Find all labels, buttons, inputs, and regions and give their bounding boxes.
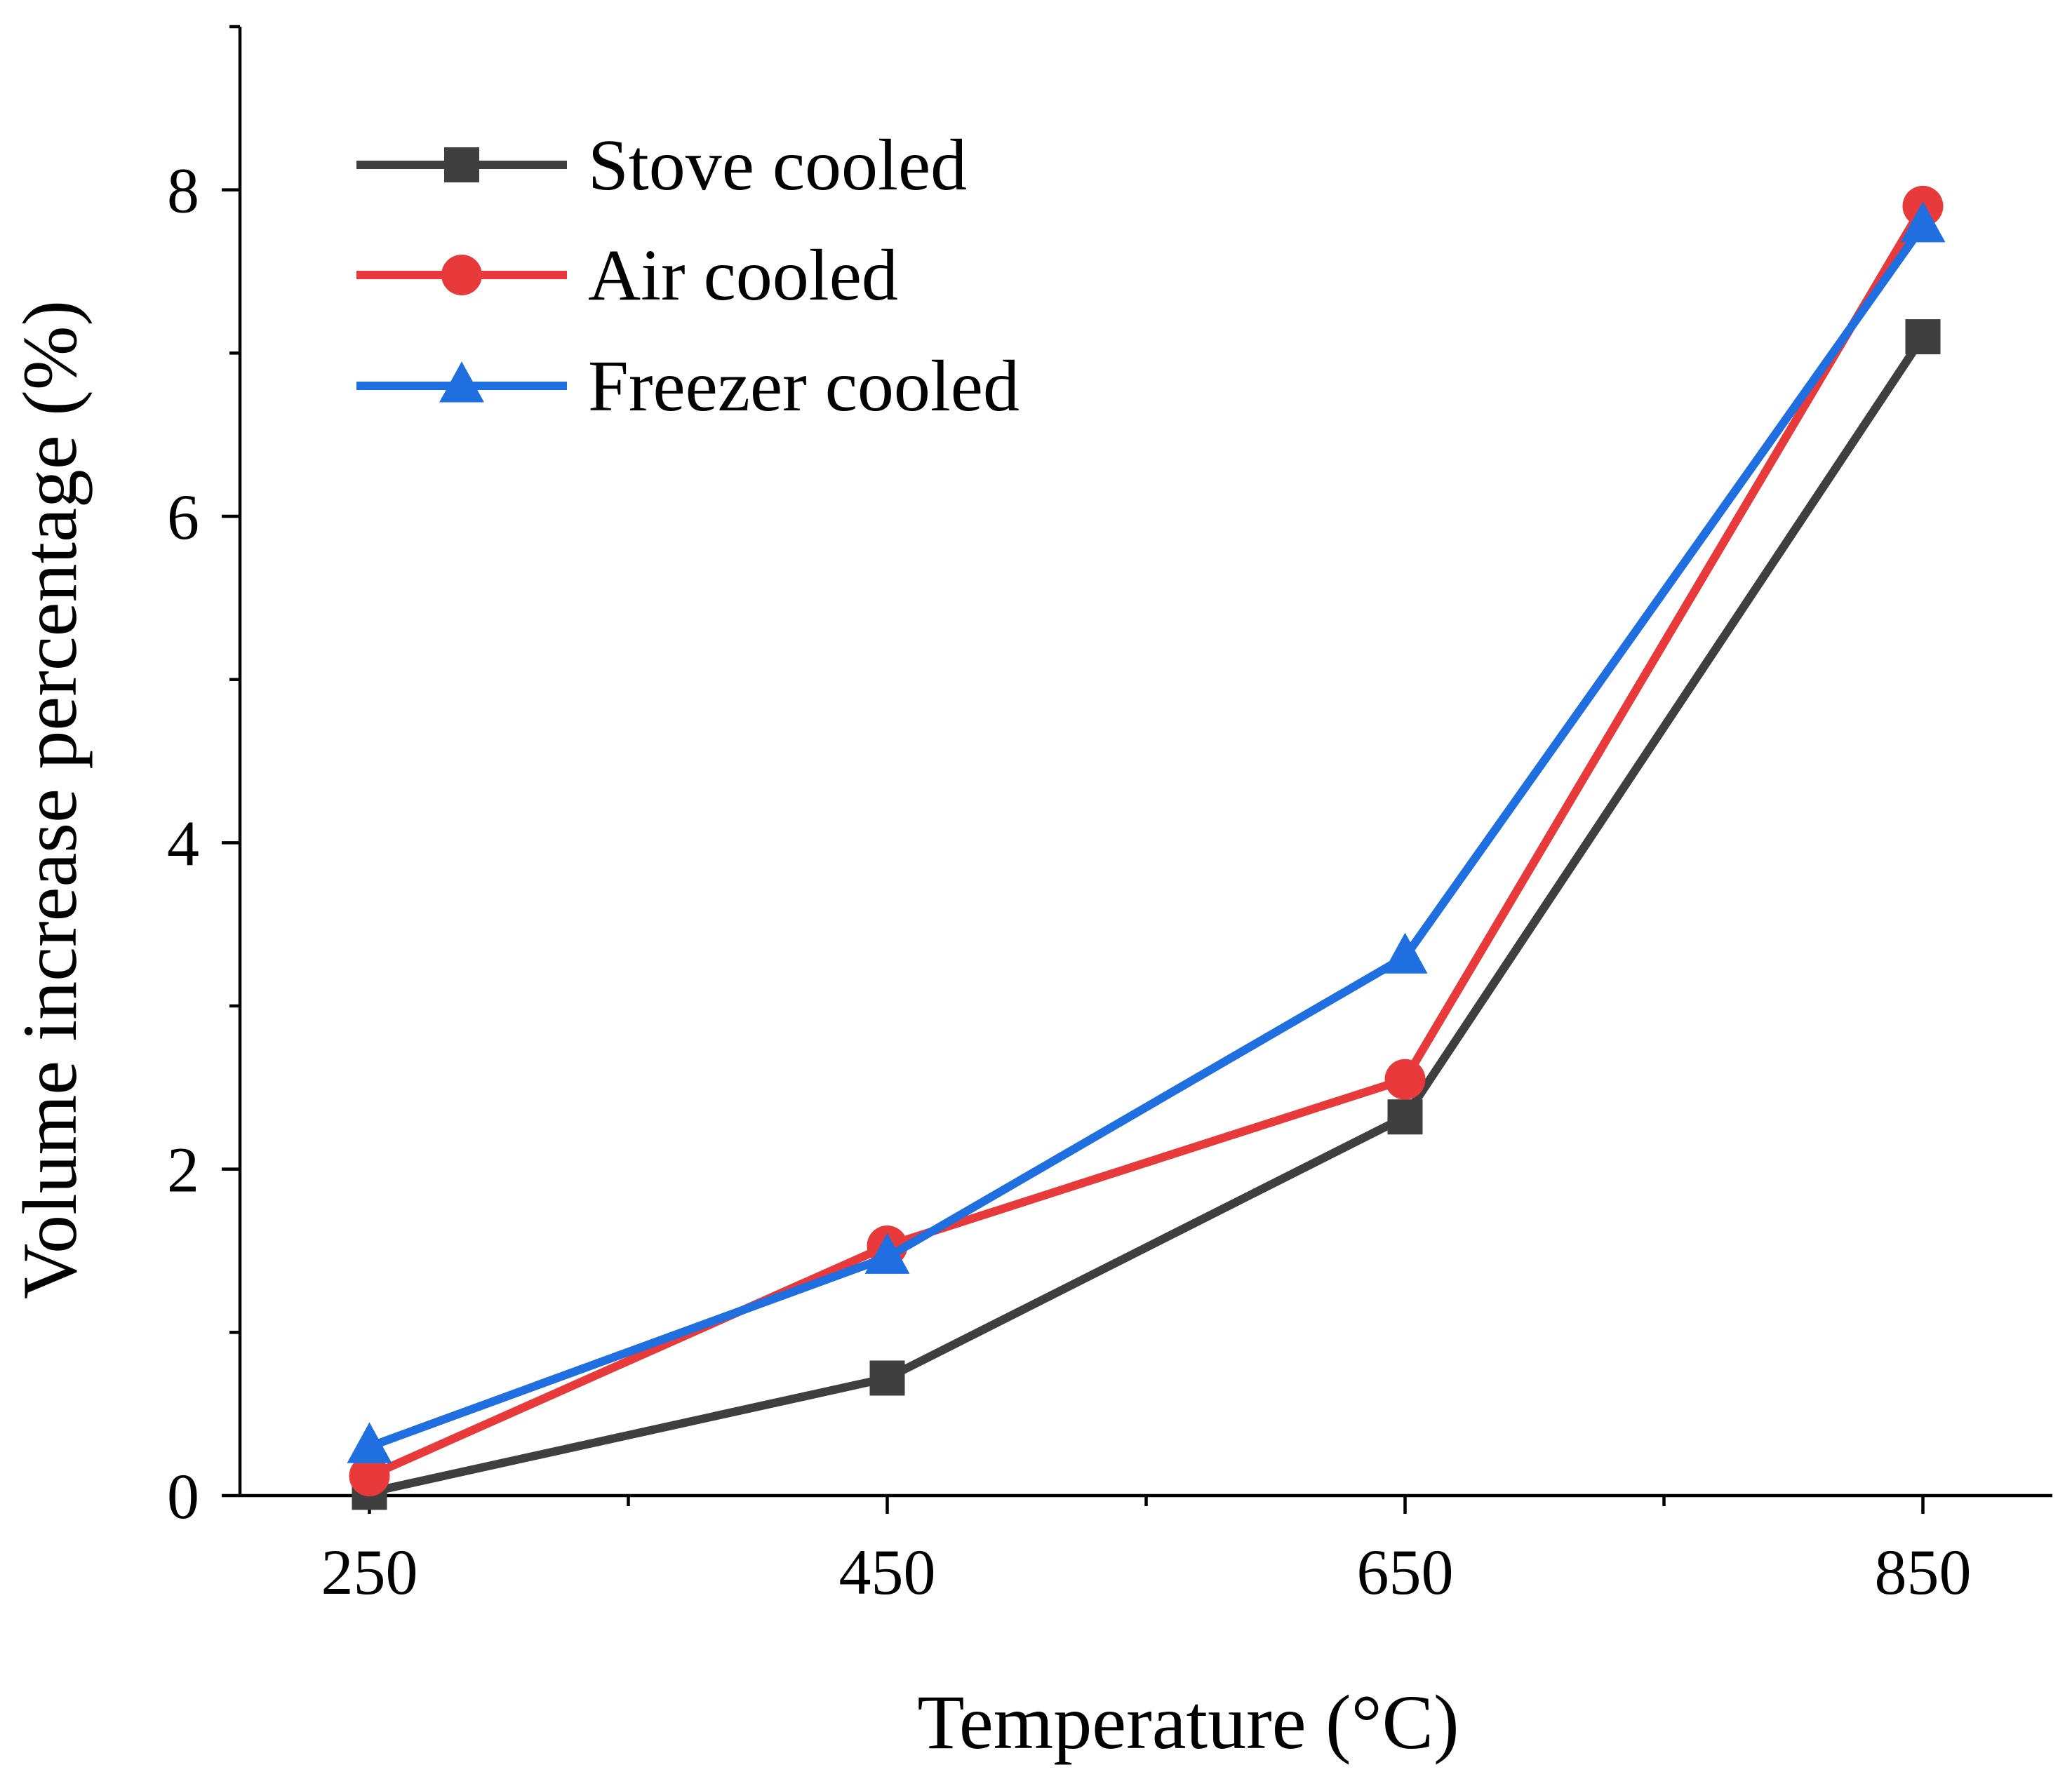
series-stove-cooled bbox=[352, 319, 1941, 1510]
x-tick-label: 650 bbox=[1357, 1536, 1454, 1608]
data-point bbox=[1905, 319, 1941, 355]
series-air-cooled bbox=[349, 185, 1944, 1497]
series-line bbox=[368, 203, 1927, 1480]
y-tick-label: 0 bbox=[167, 1461, 199, 1532]
y-tick-label: 2 bbox=[167, 1134, 199, 1206]
legend-item: Air cooled bbox=[356, 235, 898, 316]
legend-item: Freezer cooled bbox=[356, 346, 1020, 427]
legend-marker bbox=[444, 147, 479, 182]
data-point bbox=[1384, 1059, 1426, 1100]
x-tick-label: 450 bbox=[839, 1536, 936, 1608]
x-axis-title: Temperature (°C) bbox=[917, 1679, 1459, 1765]
legend-label: Air cooled bbox=[588, 235, 898, 316]
data-point bbox=[1900, 201, 1946, 243]
y-tick-label: 4 bbox=[167, 807, 199, 879]
data-point bbox=[1387, 1099, 1423, 1135]
data-point bbox=[869, 1360, 905, 1396]
data-point bbox=[1382, 932, 1428, 974]
x-tick-label: 250 bbox=[321, 1536, 418, 1608]
legend-item: Stove cooled bbox=[356, 125, 967, 206]
legend-label: Stove cooled bbox=[588, 125, 967, 206]
legend-marker bbox=[441, 255, 482, 295]
data-point bbox=[347, 1422, 392, 1463]
legend-label: Freezer cooled bbox=[588, 346, 1020, 427]
legend-marker bbox=[439, 361, 484, 403]
y-axis-title: Volume increase percentage (%) bbox=[7, 300, 93, 1299]
series-freezer-cooled bbox=[347, 201, 1946, 1463]
axes: 250 450 650 850 0 2 4 6 8 bbox=[167, 25, 2052, 1608]
series-line bbox=[368, 223, 1927, 1451]
series-line bbox=[368, 334, 1927, 1497]
legend: Stove cooled Air cooled Freezer cooled bbox=[356, 125, 1020, 427]
data-point bbox=[349, 1456, 390, 1497]
x-tick-label: 850 bbox=[1875, 1536, 1972, 1608]
data-point bbox=[864, 1233, 910, 1274]
y-tick-label: 8 bbox=[167, 155, 199, 227]
y-tick-label: 6 bbox=[167, 481, 199, 553]
series-layer bbox=[347, 185, 1946, 1510]
